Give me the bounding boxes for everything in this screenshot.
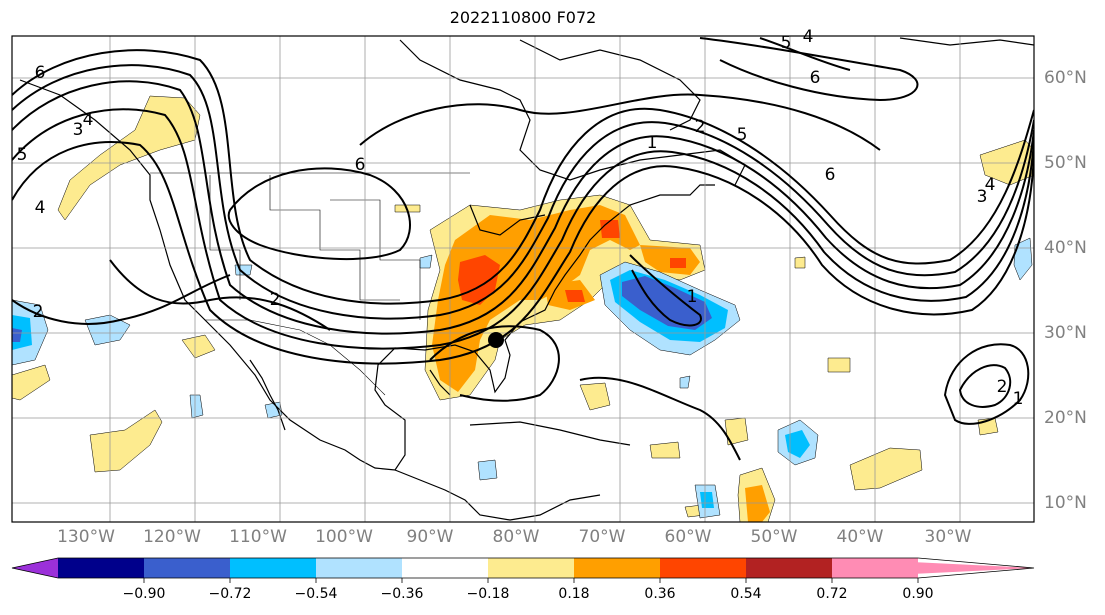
colorbar-segment	[746, 558, 832, 578]
contour-label: 6	[810, 68, 821, 88]
contour-label: 6	[355, 155, 366, 175]
colorbar-tick-label: −0.54	[294, 586, 338, 602]
lat-label: 40°N	[1044, 238, 1087, 258]
colorbar-tick-label: 0.90	[902, 586, 934, 602]
colorbar-tick-label: 0.18	[558, 586, 590, 602]
lon-label: 90°W	[406, 527, 454, 547]
contour-lines	[12, 37, 1034, 461]
contour-label: 5	[17, 145, 28, 165]
storm-center-marker	[488, 332, 504, 348]
colorbar-tick-label: 0.72	[816, 586, 848, 602]
colorbar-extend-left	[12, 558, 58, 578]
map-frame	[11, 35, 1035, 523]
colorbar-segment	[230, 558, 316, 578]
lon-label: 60°W	[664, 527, 712, 547]
contour-label: 3	[977, 187, 988, 207]
colorbar-segment	[144, 558, 230, 578]
lon-label: 30°W	[924, 527, 972, 547]
colorbar-segment	[316, 558, 402, 578]
lon-label: 70°W	[578, 527, 626, 547]
colorbar-tick-label: −0.36	[380, 586, 424, 602]
colorbar-segment	[574, 558, 660, 578]
contour-label: 6	[825, 165, 836, 185]
colorbar-tick-label: 0.54	[730, 586, 762, 602]
map-title: 2022110800 F072	[449, 8, 597, 27]
lon-label: 110°W	[229, 527, 287, 547]
colorbar-segment	[660, 558, 746, 578]
lon-label: 50°W	[750, 527, 798, 547]
colorbar-segment	[402, 558, 488, 578]
contour-label: 6	[35, 63, 46, 83]
colorbar-tick-label: −0.72	[208, 586, 252, 602]
lon-label: 100°W	[315, 527, 373, 547]
contour-label: 5	[737, 125, 748, 145]
lat-label: 60°N	[1044, 68, 1087, 88]
contour-label: 4	[83, 110, 94, 130]
contour-label: 1	[1013, 389, 1024, 409]
lat-label: 10°N	[1044, 493, 1087, 513]
lon-label: 120°W	[143, 527, 201, 547]
shade-neg-0.54	[12, 276, 712, 342]
colorbar-tick-label: −0.90	[122, 586, 166, 602]
contour-label: 2	[270, 290, 281, 310]
coastlines	[19, 37, 1034, 521]
political-borders	[150, 172, 470, 396]
colorbar-segment	[488, 558, 574, 578]
lat-label: 50°N	[1044, 153, 1087, 173]
gridlines	[12, 36, 1034, 522]
contour-label: 1	[647, 133, 658, 153]
contour-label: 4	[985, 175, 996, 195]
colorbar-outline	[11, 557, 1035, 579]
lon-label: 40°W	[836, 527, 884, 547]
contour-label: 2	[695, 117, 706, 137]
contour-label-group: 6 5 4 3 4 6 2 2 1 2 5 6 3 4 1 1 2 5 4 6	[17, 27, 1024, 409]
contour-label: 4	[803, 27, 814, 47]
contour-label: 3	[73, 120, 84, 140]
colorbar-segment	[832, 558, 918, 578]
colorbar-tick-label: −0.18	[466, 586, 510, 602]
lat-label: 30°N	[1044, 323, 1087, 343]
colorbar	[11, 557, 1035, 583]
contour-label: 2	[997, 377, 1008, 397]
contour-label: 1	[687, 287, 698, 307]
lon-label: 80°W	[492, 527, 540, 547]
contour-label: 4	[35, 198, 46, 218]
lon-label: 130°W	[57, 527, 115, 547]
contour-label: 2	[33, 302, 44, 322]
shaded-field	[12, 95, 1034, 522]
contour-label: 5	[781, 33, 792, 53]
colorbar-tick-label: 0.36	[644, 586, 676, 602]
lat-label: 20°N	[1044, 408, 1087, 428]
colorbar-segment	[58, 558, 144, 578]
